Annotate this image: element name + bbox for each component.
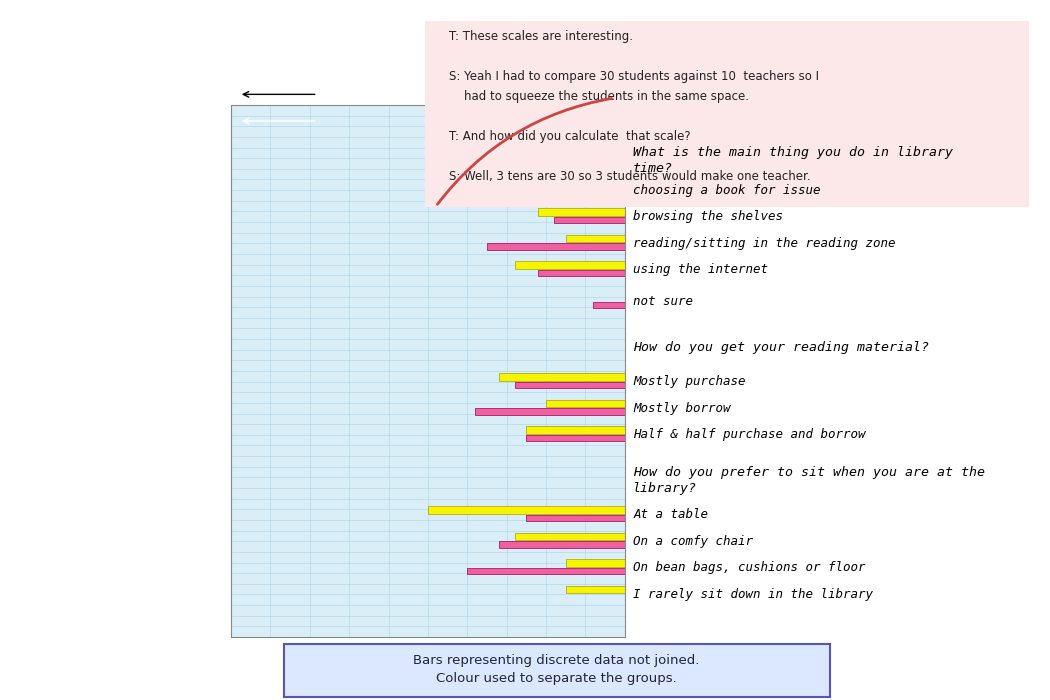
Text: using the internet: using the internet bbox=[633, 263, 769, 276]
Bar bbox=[428, 506, 625, 514]
Bar bbox=[467, 568, 625, 574]
Bar bbox=[538, 270, 625, 276]
Bar bbox=[514, 382, 625, 388]
Bar bbox=[566, 234, 625, 242]
Text: At a table: At a table bbox=[633, 508, 708, 521]
Bar bbox=[506, 181, 625, 189]
Text: What is the main thing you do in library: What is the main thing you do in library bbox=[633, 146, 953, 160]
Bar bbox=[514, 533, 625, 540]
Bar bbox=[487, 244, 625, 250]
Text: On bean bags, cushions or floor: On bean bags, cushions or floor bbox=[633, 561, 865, 574]
Bar bbox=[546, 400, 625, 407]
Text: On a comfy chair: On a comfy chair bbox=[633, 535, 753, 547]
Bar bbox=[495, 190, 625, 197]
Text: library?: library? bbox=[633, 482, 697, 494]
Text: choosing a book for issue: choosing a book for issue bbox=[633, 183, 821, 197]
Bar bbox=[499, 541, 625, 547]
Text: Mostly borrow: Mostly borrow bbox=[633, 402, 731, 414]
Bar bbox=[593, 302, 625, 308]
Text: browsing the shelves: browsing the shelves bbox=[633, 210, 783, 223]
Text: Students  30   27   24   21  18   15   12    9    6    3: Students 30 27 24 21 18 15 12 9 6 3 bbox=[428, 113, 677, 122]
Text: T: These scales are interesting.

S: Yeah I had to compare 30 students against 1: T: These scales are interesting. S: Yeah… bbox=[449, 30, 819, 183]
Bar bbox=[499, 373, 625, 381]
Text: I rarely sit down in the library: I rarely sit down in the library bbox=[633, 588, 874, 601]
FancyBboxPatch shape bbox=[407, 18, 1042, 210]
Bar bbox=[514, 261, 625, 269]
Bar bbox=[475, 408, 625, 414]
Bar bbox=[538, 208, 625, 216]
Bar bbox=[554, 217, 625, 223]
Text: How do you get your reading material?: How do you get your reading material? bbox=[633, 341, 929, 354]
Bar bbox=[526, 426, 625, 434]
Text: Mostly purchase: Mostly purchase bbox=[633, 375, 746, 388]
Bar bbox=[566, 559, 625, 567]
Text: time?: time? bbox=[633, 162, 673, 175]
Text: Bars representing discrete data not joined.
Colour used to separate the groups.: Bars representing discrete data not join… bbox=[414, 654, 699, 685]
Text: reading/sitting in the reading zone: reading/sitting in the reading zone bbox=[633, 237, 896, 250]
Text: Half & half purchase and borrow: Half & half purchase and borrow bbox=[633, 428, 865, 441]
Text: How do you prefer to sit when you are at the: How do you prefer to sit when you are at… bbox=[633, 466, 985, 479]
Bar bbox=[566, 586, 625, 594]
Bar bbox=[526, 514, 625, 521]
Bar bbox=[526, 435, 625, 441]
Text: not sure: not sure bbox=[633, 295, 693, 308]
Text: Teachers  10    9    8    7    6    5   4    3    2    1: Teachers 10 9 8 7 6 5 4 3 2 1 bbox=[428, 86, 657, 95]
